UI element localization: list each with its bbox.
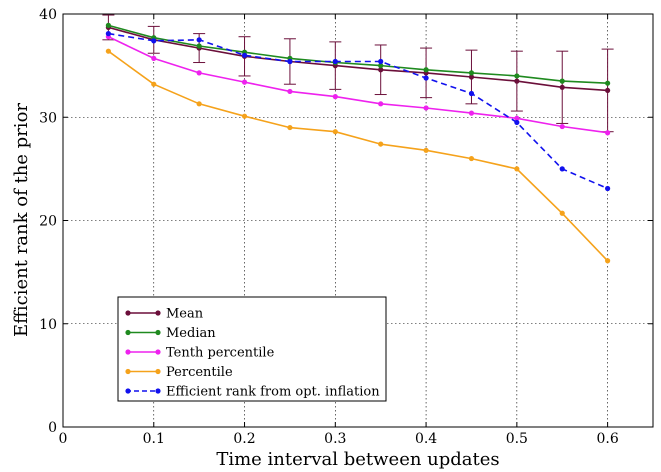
legend-swatch-marker [125, 349, 131, 355]
legend-label: Mean [166, 307, 204, 322]
data-point [378, 58, 384, 65]
legend-label: Tenth percentile [166, 346, 275, 361]
legend-swatch-marker [125, 368, 131, 375]
data-point [378, 141, 384, 147]
series-tenth-percentile [105, 34, 611, 136]
legend-label: Percentile [166, 365, 233, 380]
y-tick-label: 0 [48, 420, 57, 436]
data-point [605, 80, 611, 86]
x-tick-label: 0 [59, 431, 68, 447]
data-point [332, 94, 338, 100]
legend-label: Median [166, 326, 216, 341]
series-median [105, 22, 611, 86]
data-point [105, 31, 111, 37]
data-point [287, 88, 293, 95]
legend-box [117, 296, 387, 402]
x-tick-label: 0.5 [506, 431, 528, 447]
data-point [468, 70, 475, 76]
data-point [423, 75, 429, 81]
y-axis-title: Efficient rank of the prior [11, 103, 32, 337]
x-tick-label: 0.6 [596, 431, 618, 447]
data-point [151, 55, 157, 61]
y-tick-label: 10 [39, 317, 57, 333]
legend-swatch-marker [155, 349, 161, 355]
data-point [241, 113, 248, 119]
data-point [605, 185, 611, 192]
series-mean [102, 14, 614, 133]
series-line [107, 50, 609, 262]
data-point [196, 43, 202, 49]
data-point [241, 79, 248, 85]
data-point [468, 110, 475, 116]
series-line [108, 24, 608, 84]
series-line [108, 32, 608, 190]
data-point [105, 22, 111, 28]
data-point [559, 166, 565, 172]
data-point [241, 52, 248, 58]
data-point [378, 63, 384, 69]
data-point [196, 101, 202, 107]
series-line [108, 26, 608, 92]
data-point [468, 155, 475, 162]
legend-swatch-marker [155, 388, 161, 394]
data-point [378, 67, 384, 73]
data-point [423, 147, 429, 153]
data-point [332, 129, 338, 135]
data-point [514, 73, 520, 79]
y-tick-label: 20 [39, 214, 57, 230]
data-point [468, 74, 475, 80]
x-tick-label: 0.4 [415, 431, 437, 447]
data-point [287, 58, 293, 65]
data-point [151, 38, 157, 44]
y-tick-label: 30 [39, 110, 57, 126]
x-tick-label: 0.2 [233, 431, 255, 447]
y-tick-label: 40 [39, 7, 57, 23]
data-point [378, 101, 384, 107]
data-point [514, 78, 520, 84]
legend: Mean Median Tenth percentile Percentile Effi… [117, 296, 387, 402]
series-layer [102, 14, 614, 264]
legend-swatch-marker [155, 310, 161, 316]
series-percentile [105, 48, 611, 264]
data-point [514, 166, 520, 172]
series-line [108, 35, 608, 134]
data-point [559, 78, 565, 84]
data-point [332, 58, 338, 65]
legend-swatch-marker [155, 329, 161, 336]
data-point [105, 48, 111, 54]
x-tick-label: 0.1 [143, 431, 165, 447]
axes: 0 0.1 0.2 0.3 0.4 0.5 0.6 0 10 20 30 40 [39, 7, 653, 447]
data-point [559, 210, 565, 216]
data-point [514, 119, 520, 126]
data-point [468, 90, 475, 97]
data-point [514, 115, 520, 121]
data-point [605, 258, 611, 264]
data-point [559, 123, 565, 130]
data-point [151, 81, 157, 87]
data-point [423, 105, 429, 111]
data-point [287, 124, 293, 131]
series-efficient-rank-from-opt-inflation [105, 31, 611, 192]
legend-swatch-marker [125, 310, 131, 316]
legend-label: Efficient rank from opt. inflation [166, 385, 380, 400]
data-point [559, 84, 565, 90]
data-point [605, 87, 611, 94]
data-point [196, 37, 202, 43]
legend-swatch-marker [155, 368, 161, 375]
legend-swatch-marker [125, 329, 131, 336]
x-axis-title: Time interval between updates [216, 449, 499, 470]
data-point [423, 67, 429, 73]
legend-swatch-marker [125, 388, 131, 394]
data-point [605, 130, 611, 136]
data-point [196, 70, 202, 76]
x-tick-label: 0.3 [324, 431, 346, 447]
